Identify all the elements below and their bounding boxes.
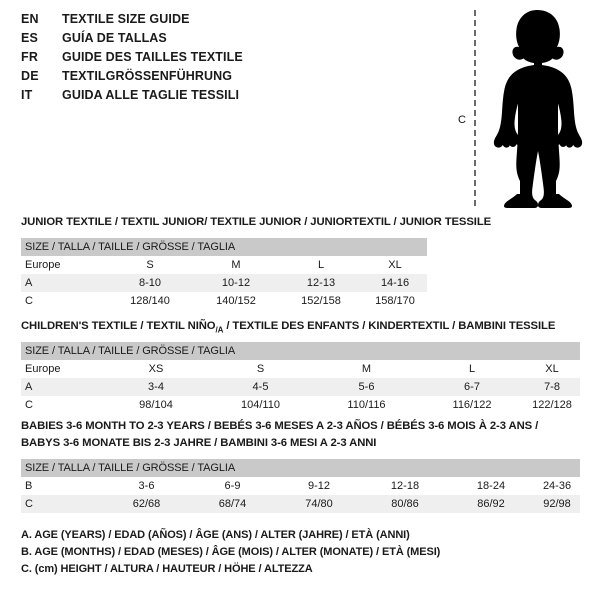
table-cell: 18-24 — [448, 477, 534, 495]
table-band-header-row: SIZE / TALLA / TAILLE / GRÖSSE / TAGLIA — [21, 238, 428, 256]
row-label: A — [21, 274, 107, 292]
language-code: ES — [21, 31, 39, 45]
height-figure: C — [440, 8, 600, 208]
table-cell: 74/80 — [276, 495, 362, 513]
language-title: TEXTILGRÖSSENFÜHRUNG — [62, 69, 233, 83]
language-code: EN — [21, 12, 39, 26]
language-header-block: EN TEXTILE SIZE GUIDE ES GUÍA DE TALLAS … — [21, 12, 421, 107]
children-title-pre: CHILDREN'S TEXTILE / TEXTIL NIÑO — [21, 320, 216, 332]
table-cell: M — [313, 360, 420, 378]
table-cell: 5-6 — [313, 378, 420, 396]
size-band-label: SIZE / TALLA / TAILLE / GRÖSSE / TAGLIA — [21, 342, 581, 360]
row-label: A — [21, 378, 104, 396]
table-cell: S — [208, 360, 313, 378]
table-cell: 86/92 — [448, 495, 534, 513]
table-cell: 3-6 — [104, 477, 189, 495]
row-label: C — [21, 495, 104, 513]
footnote-age-years: A. AGE (YEARS) / EDAD (AÑOS) / ÂGE (ANS)… — [21, 529, 410, 541]
language-code: DE — [21, 69, 39, 83]
table-cell: 9-12 — [276, 477, 362, 495]
table-band-header-row: SIZE / TALLA / TAILLE / GRÖSSE / TAGLIA — [21, 342, 581, 360]
table-cell: 6-7 — [420, 378, 524, 396]
table-cell: 62/68 — [104, 495, 189, 513]
height-marker-label: C — [458, 114, 466, 126]
table-cell: 104/110 — [208, 396, 313, 414]
table-row: C 98/104 104/110 110/116 116/122 122/128 — [21, 396, 581, 414]
language-row: IT GUIDA ALLE TAGLIE TESSILI — [21, 88, 421, 107]
table-cell: 6-9 — [189, 477, 276, 495]
table-cell: M — [193, 256, 279, 274]
table-cell: 8-10 — [107, 274, 193, 292]
table-cell: 14-16 — [363, 274, 428, 292]
language-row: FR GUIDE DES TAILLES TEXTILE — [21, 50, 421, 69]
junior-size-table: SIZE / TALLA / TAILLE / GRÖSSE / TAGLIA … — [21, 238, 428, 310]
table-cell: 140/152 — [193, 292, 279, 310]
children-title-post: / TEXTILE DES ENFANTS / KINDERTEXTIL / B… — [223, 320, 556, 332]
row-label: Europe — [21, 256, 107, 274]
table-row: C 128/140 140/152 152/158 158/170 — [21, 292, 428, 310]
table-cell: S — [107, 256, 193, 274]
table-cell: L — [279, 256, 363, 274]
table-cell: XS — [104, 360, 208, 378]
table-cell: 12-13 — [279, 274, 363, 292]
language-code: IT — [21, 88, 33, 102]
row-label: B — [21, 477, 104, 495]
row-label: C — [21, 396, 104, 414]
table-cell: 68/74 — [189, 495, 276, 513]
table-cell: 4-5 — [208, 378, 313, 396]
babies-size-table: SIZE / TALLA / TAILLE / GRÖSSE / TAGLIA … — [21, 459, 581, 513]
babies-section-title: BABIES 3-6 MONTH TO 2-3 YEARS / BEBÉS 3-… — [21, 420, 539, 432]
size-band-label: SIZE / TALLA / TAILLE / GRÖSSE / TAGLIA — [21, 459, 581, 477]
language-row: EN TEXTILE SIZE GUIDE — [21, 12, 421, 31]
children-section-title: CHILDREN'S TEXTILE / TEXTIL NIÑO/A / TEX… — [21, 320, 555, 334]
table-band-header-row: SIZE / TALLA / TAILLE / GRÖSSE / TAGLIA — [21, 459, 581, 477]
table-row: A 8-10 10-12 12-13 14-16 — [21, 274, 428, 292]
table-cell: 158/170 — [363, 292, 428, 310]
row-label: Europe — [21, 360, 104, 378]
table-cell: 116/122 — [420, 396, 524, 414]
table-cell: 7-8 — [524, 378, 581, 396]
language-title: GUIDA ALLE TAGLIE TESSILI — [62, 88, 240, 102]
babies-section-title-line2: BABYS 3-6 MONATE BIS 2-3 JAHRE / BAMBINI… — [21, 437, 377, 449]
table-cell: XL — [524, 360, 581, 378]
table-cell: 12-18 — [362, 477, 448, 495]
table-cell: 152/158 — [279, 292, 363, 310]
table-cell: 98/104 — [104, 396, 208, 414]
language-row: DE TEXTILGRÖSSENFÜHRUNG — [21, 69, 421, 88]
legend-footnotes: A. AGE (YEARS) / EDAD (AÑOS) / ÂGE (ANS)… — [21, 529, 541, 580]
language-row: ES GUÍA DE TALLAS — [21, 31, 421, 50]
language-title: GUIDE DES TAILLES TEXTILE — [62, 50, 243, 64]
table-cell: 24-36 — [534, 477, 581, 495]
child-silhouette-icon — [493, 10, 583, 208]
table-cell: 10-12 — [193, 274, 279, 292]
table-cell: 128/140 — [107, 292, 193, 310]
row-label: C — [21, 292, 107, 310]
size-band-label: SIZE / TALLA / TAILLE / GRÖSSE / TAGLIA — [21, 238, 428, 256]
table-cell: L — [420, 360, 524, 378]
table-cell: 122/128 — [524, 396, 581, 414]
table-row: C 62/68 68/74 74/80 80/86 86/92 92/98 — [21, 495, 581, 513]
table-cell: 110/116 — [313, 396, 420, 414]
table-cell: XL — [363, 256, 428, 274]
children-title-sub: /A — [215, 325, 224, 335]
table-row: Europe XS S M L XL — [21, 360, 581, 378]
language-title: TEXTILE SIZE GUIDE — [62, 12, 190, 26]
language-title: GUÍA DE TALLAS — [62, 31, 167, 45]
language-code: FR — [21, 50, 39, 64]
table-row: B 3-6 6-9 9-12 12-18 18-24 24-36 — [21, 477, 581, 495]
footnote-age-months: B. AGE (MONTHS) / EDAD (MESES) / ÂGE (MO… — [21, 546, 441, 558]
table-cell: 92/98 — [534, 495, 581, 513]
table-row: Europe S M L XL — [21, 256, 428, 274]
table-cell: 80/86 — [362, 495, 448, 513]
table-cell: 3-4 — [104, 378, 208, 396]
height-dashed-line-icon — [474, 10, 476, 206]
junior-section-title: JUNIOR TEXTILE / TEXTIL JUNIOR/ TEXTILE … — [21, 216, 492, 228]
table-row: A 3-4 4-5 5-6 6-7 7-8 — [21, 378, 581, 396]
footnote-height-cm: C. (cm) HEIGHT / ALTURA / HAUTEUR / HÖHE… — [21, 563, 313, 575]
children-size-table: SIZE / TALLA / TAILLE / GRÖSSE / TAGLIA … — [21, 342, 581, 414]
